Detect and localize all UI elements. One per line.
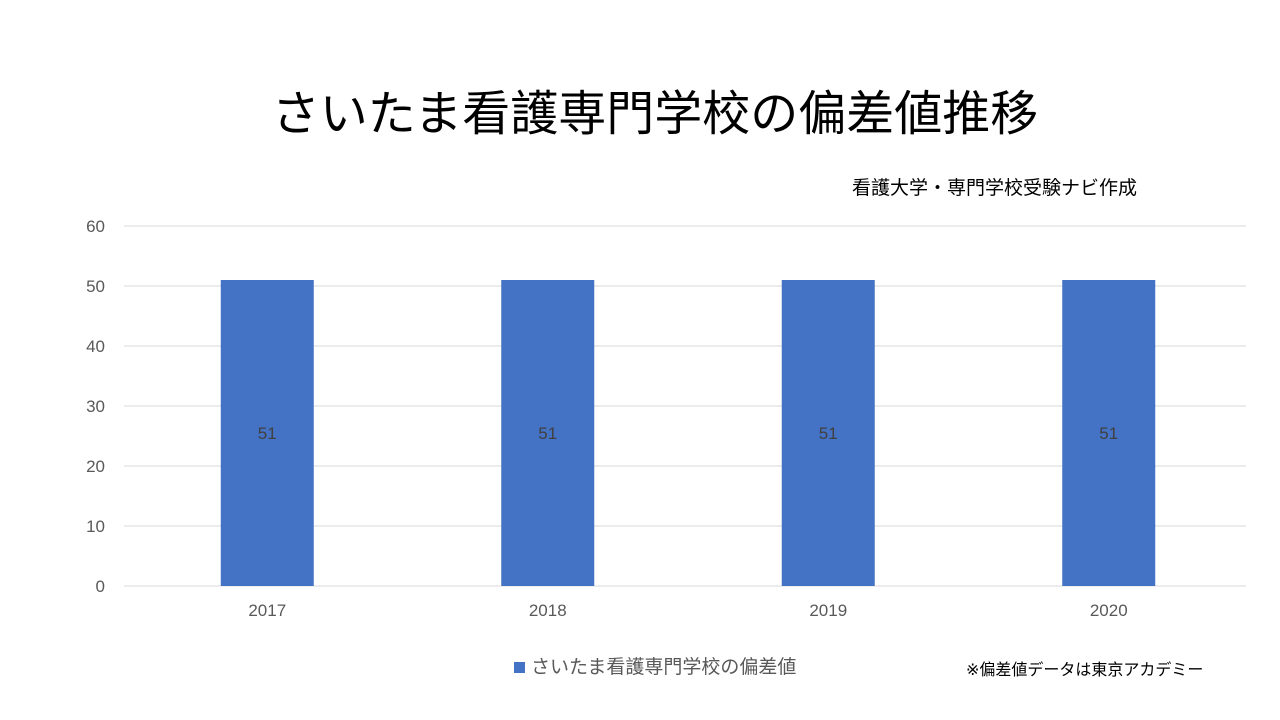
bars [220, 280, 1156, 586]
x-tick-label: 2017 [248, 601, 286, 620]
data-source-note: ※偏差値データは東京アカデミー [966, 660, 1204, 679]
y-axis: 0 10 20 30 40 50 60 [86, 217, 105, 596]
bar [781, 280, 875, 586]
bar [1062, 280, 1156, 586]
y-tick-label: 30 [86, 397, 105, 416]
y-tick-label: 10 [86, 517, 105, 536]
data-label: 51 [538, 424, 557, 443]
x-tick-label: 2019 [809, 601, 847, 620]
data-label: 51 [819, 424, 838, 443]
y-tick-label: 50 [86, 277, 105, 296]
y-tick-label: 0 [96, 577, 105, 596]
data-label: 51 [1099, 424, 1118, 443]
y-tick-label: 20 [86, 457, 105, 476]
bar [501, 280, 595, 586]
legend-label: さいたま看護専門学校の偏差値 [531, 656, 797, 678]
x-axis: 2017 2018 2019 2020 [248, 601, 1127, 620]
legend-swatch [514, 661, 525, 673]
chart-title: さいたま看護専門学校の偏差値推移 [271, 86, 1039, 142]
data-label: 51 [258, 424, 277, 443]
bar [220, 280, 314, 586]
x-tick-label: 2018 [529, 601, 567, 620]
y-tick-label: 40 [86, 337, 105, 356]
x-tick-label: 2020 [1090, 601, 1128, 620]
y-tick-label: 60 [86, 217, 105, 236]
legend: さいたま看護専門学校の偏差値 [514, 654, 796, 680]
data-labels: 51 51 51 51 [258, 424, 1118, 443]
chart-credit: 看護大学・専門学校受験ナビ作成 [852, 177, 1138, 199]
